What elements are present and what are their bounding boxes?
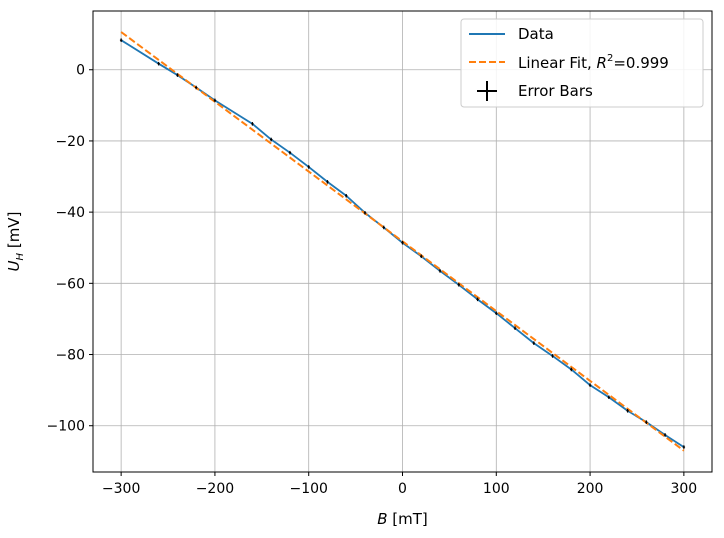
x-axis-variable: B	[377, 510, 387, 528]
y-axis-unit: [mV]	[5, 212, 23, 253]
error-bar	[645, 420, 648, 424]
error-bar	[176, 73, 179, 77]
legend-box	[460, 18, 704, 108]
error-bar	[438, 269, 442, 273]
error-bar	[382, 225, 385, 230]
y-tick-label: −20	[55, 134, 85, 150]
y-axis-variable: U	[5, 260, 23, 271]
error-bar	[363, 211, 367, 215]
error-bar	[326, 180, 329, 184]
legend-fit-name: Linear Fit,	[518, 54, 597, 72]
error-bar	[626, 408, 629, 413]
y-tick-label: −80	[55, 348, 85, 364]
legend-fit-r: R	[597, 54, 607, 72]
error-bar	[663, 433, 667, 437]
error-bar	[513, 326, 517, 330]
legend-fit-r2-value: =0.999	[613, 54, 669, 72]
x-axis-unit: [mT]	[388, 510, 428, 528]
x-tick-label: 200	[577, 481, 604, 497]
legend-data-label: Data	[518, 25, 554, 43]
error-bar	[307, 165, 310, 169]
error-bar	[288, 150, 292, 155]
error-bar	[476, 297, 479, 302]
x-tick-label: 300	[670, 481, 697, 497]
error-bar	[345, 193, 348, 198]
y-axis-subscript: H	[15, 252, 26, 260]
error-bar	[532, 341, 536, 345]
grid-lines	[93, 11, 712, 472]
x-tick-label: 100	[483, 481, 510, 497]
series-layer	[119, 31, 686, 452]
y-tick-label: −60	[55, 276, 85, 292]
legend-errorbar-label: Error Bars	[518, 82, 593, 100]
x-tick-label: −200	[196, 481, 234, 497]
y-tick-label: −100	[47, 419, 85, 435]
x-tick-label: 0	[398, 481, 407, 497]
error-bar	[251, 122, 254, 126]
y-tick-label: −40	[55, 205, 85, 221]
error-bar	[551, 354, 554, 358]
error-bar	[607, 395, 611, 400]
legend: Data Linear Fit, R2=0.999 Error Bars	[460, 18, 704, 108]
error-bar	[570, 367, 573, 372]
error-bar	[269, 137, 273, 142]
x-tick-label: −300	[102, 481, 140, 497]
error-bar	[682, 445, 686, 449]
error-bar	[495, 311, 498, 316]
error-bar	[420, 254, 423, 259]
error-bar	[401, 240, 404, 245]
error-bar	[588, 383, 592, 387]
tick-marks	[89, 69, 685, 476]
y-tick-label: 0	[76, 63, 85, 79]
y-axis-label: UH [mV]	[5, 212, 26, 272]
x-tick-label: −100	[289, 481, 327, 497]
error-bar	[457, 282, 460, 287]
error-bar	[157, 61, 160, 66]
error-bar	[194, 85, 198, 90]
error-bar	[119, 38, 123, 42]
legend-fit-sup: 2	[607, 53, 613, 64]
error-bar	[213, 98, 217, 103]
x-axis-label: B [mT]	[377, 510, 428, 528]
legend-fit-label: Linear Fit, R2=0.999	[518, 53, 669, 72]
